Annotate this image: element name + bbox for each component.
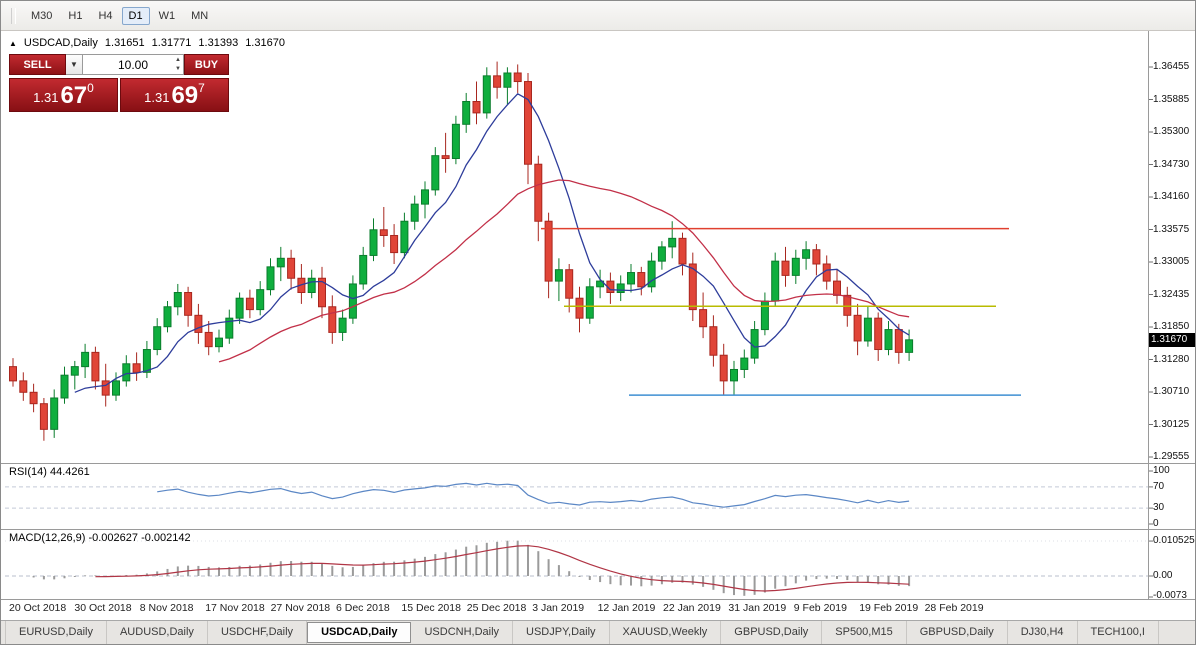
date-axis-label: 27 Nov 2018: [270, 602, 331, 614]
sell-price-pips: 67: [60, 82, 88, 109]
buy-button[interactable]: BUY: [184, 54, 229, 75]
date-axis-label: 19 Feb 2019: [859, 602, 919, 614]
chart-tab-xauusd[interactable]: XAUUSD,Weekly: [610, 621, 722, 644]
rsi-level-label: 70: [1153, 480, 1165, 492]
price-axis-label: 1.30125: [1153, 418, 1190, 430]
timeframe-button-m30[interactable]: M30: [24, 7, 59, 25]
toolbar-grip-handle[interactable]: [11, 7, 16, 24]
volume-dropdown-button[interactable]: ▼: [66, 54, 83, 75]
timeframe-button-h1[interactable]: H1: [61, 7, 89, 25]
chart-tab-usdchf[interactable]: USDCHF,Daily: [208, 621, 308, 644]
sell-price-button[interactable]: 1.31 67 0: [9, 78, 118, 112]
chart-tab-usdcnh[interactable]: USDCNH,Daily: [411, 621, 514, 644]
chart-tab-audusd[interactable]: AUDUSD,Daily: [107, 621, 208, 644]
ohlc-open: 1.31651: [104, 37, 145, 49]
price-axis-label: 1.33005: [1153, 256, 1190, 267]
chart-tab-sp500[interactable]: SP500,M15: [822, 621, 907, 644]
trade-price-row: 1.31 67 0 1.31 69 7: [9, 78, 229, 112]
macd-level-label: -0.0073: [1153, 590, 1187, 601]
chart-tab-tech100[interactable]: TECH100,I: [1078, 621, 1159, 644]
date-axis-label: 31 Jan 2019: [728, 602, 787, 614]
price-axis-label: 1.34160: [1153, 191, 1190, 202]
chart-tab-gbpusd[interactable]: GBPUSD,Daily: [721, 621, 823, 644]
chart-tab-gbpusd[interactable]: GBPUSD,Daily: [907, 621, 1008, 644]
date-axis-label: 3 Jan 2019: [532, 602, 585, 614]
timeframe-button-h4[interactable]: H4: [91, 7, 119, 25]
price-axis-label: 1.35885: [1153, 93, 1190, 105]
sell-button[interactable]: SELL: [9, 54, 66, 75]
chart-tab-eurusd[interactable]: EURUSD,Daily: [6, 621, 107, 644]
price-axis-label: 1.31850: [1153, 321, 1190, 332]
trade-controls-row: SELL ▼ 10.00 ▲ ▼ BUY: [9, 54, 229, 75]
ohlc-high: 1.31771: [151, 37, 192, 49]
ohlc-low: 1.31393: [198, 37, 239, 49]
volume-input[interactable]: 10.00 ▲ ▼: [83, 54, 184, 75]
rsi-level-label: 30: [1153, 502, 1165, 514]
date-axis-label: 22 Jan 2019: [663, 602, 721, 614]
tabbar-spacer: [1, 621, 6, 644]
sell-price-prefix: 1.31: [33, 90, 59, 105]
symbol-marker-icon: ▲: [9, 38, 17, 48]
date-axis-label: 28 Feb 2019: [924, 602, 984, 614]
date-axis-label: 8 Nov 2018: [139, 602, 194, 614]
macd-level-label: 0.00: [1153, 570, 1173, 581]
date-axis-label: 20 Oct 2018: [9, 602, 67, 614]
chevron-down-icon: ▼: [70, 60, 78, 69]
one-click-trading-panel: SELL ▼ 10.00 ▲ ▼ BUY 1.31 67 0 1.31 69 7: [9, 54, 229, 112]
ohlc-close: 1.31670: [245, 37, 285, 49]
macd-level-label: 0.010525: [1153, 535, 1195, 547]
buy-price-pips: 69: [171, 82, 199, 109]
rsi-indicator-label: RSI(14) 44.4261: [9, 466, 90, 478]
current-price-badge: 1.31670: [1149, 333, 1195, 347]
buy-price-button[interactable]: 1.31 69 7: [120, 78, 229, 112]
price-axis-label: 1.34730: [1153, 158, 1190, 170]
chart-tab-bar: EURUSD,Daily AUDUSD,Daily USDCHF,Daily USDC…: [1, 620, 1195, 644]
date-axis-label: 25 Dec 2018: [466, 602, 527, 614]
volume-value: 10.00: [117, 57, 149, 72]
price-axis-label: 1.29555: [1153, 451, 1190, 462]
price-axis-label: 1.30710: [1153, 386, 1190, 397]
date-axis-label: 9 Feb 2019: [793, 602, 847, 614]
timeframe-button-group: M30 H1 H4 D1 W1 MN: [24, 6, 217, 25]
price-axis-label: 1.33575: [1153, 223, 1190, 235]
chart-tab-usdjpy[interactable]: USDJPY,Daily: [513, 621, 610, 644]
date-axis-label: 12 Jan 2019: [597, 602, 656, 614]
rsi-level-label: 0: [1153, 518, 1159, 529]
macd-indicator-label: MACD(12,26,9) -0.002627 -0.002142: [9, 532, 191, 544]
chart-tab-usdcad-active[interactable]: USDCAD,Daily: [307, 622, 412, 643]
price-axis-label: 1.36455: [1153, 61, 1190, 72]
date-axis-label: 6 Dec 2018: [336, 602, 390, 614]
buy-price-prefix: 1.31: [144, 90, 170, 105]
spin-down-icon[interactable]: ▼: [175, 66, 181, 72]
timeframe-toolbar: M30 H1 H4 D1 W1 MN: [1, 1, 1195, 31]
chart-tab-dj30[interactable]: DJ30,H4: [1008, 621, 1078, 644]
chart-ohlc-header: ▲ USDCAD,Daily 1.31651 1.31771 1.31393 1…: [9, 37, 285, 49]
date-axis-label: 17 Nov 2018: [205, 602, 265, 614]
price-axis-label: 1.35300: [1153, 126, 1190, 137]
date-axis-label: 30 Oct 2018: [74, 602, 132, 614]
sell-price-point: 0: [87, 81, 94, 95]
volume-spinner[interactable]: ▲ ▼: [175, 56, 181, 74]
chart-symbol-label: USDCAD,Daily: [23, 37, 98, 49]
timeframe-button-d1[interactable]: D1: [121, 6, 150, 25]
timeframe-button-w1[interactable]: W1: [152, 7, 183, 25]
date-axis-label: 15 Dec 2018: [401, 602, 461, 614]
spin-up-icon[interactable]: ▲: [175, 57, 181, 63]
price-axis-label: 1.31280: [1153, 353, 1190, 365]
rsi-level-label: 100: [1153, 465, 1170, 476]
buy-price-point: 7: [198, 81, 205, 95]
price-axis-label: 1.32435: [1153, 288, 1190, 300]
timeframe-button-mn[interactable]: MN: [184, 7, 215, 25]
